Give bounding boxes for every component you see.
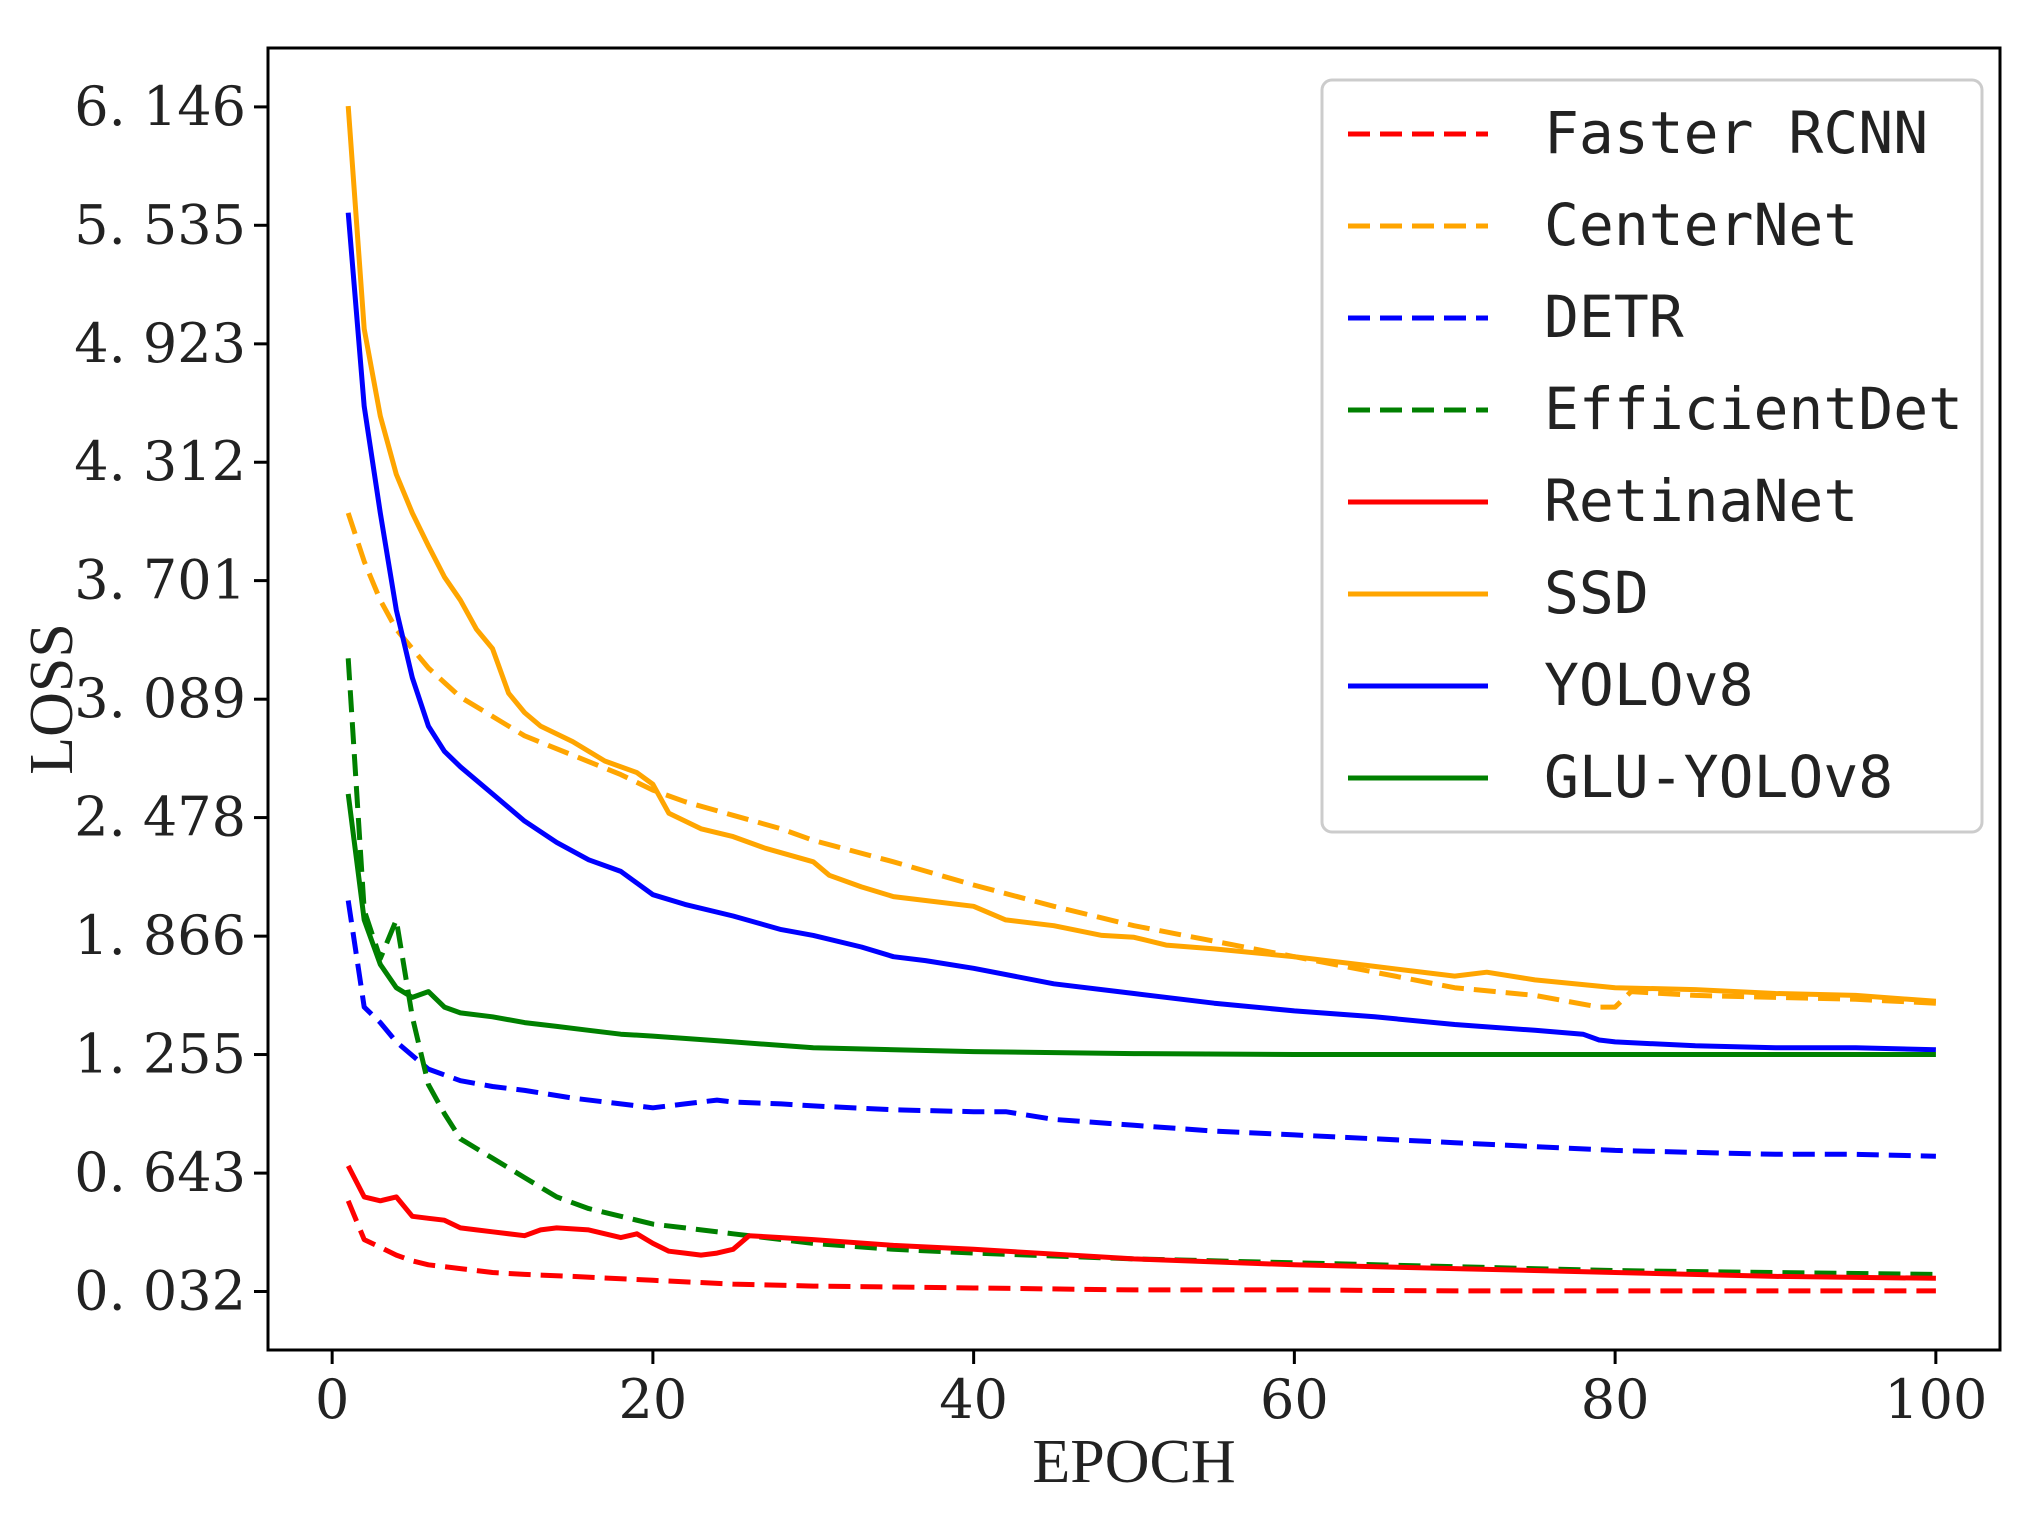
legend-label-efficientdet: EfficientDet — [1544, 375, 1963, 443]
y-axis-title: LOSS — [18, 623, 86, 775]
x-tick-label: 0 — [315, 1368, 349, 1431]
series-line-ssd — [345, 105, 1937, 1004]
legend-label-yolov8: YOLOv8 — [1544, 651, 1754, 719]
legend-label-glu-yolov8: GLU-YOLOv8 — [1544, 743, 1893, 811]
legend-label-retinanet: RetinaNet — [1544, 467, 1858, 535]
y-tick-label: 3. 701 — [74, 549, 246, 612]
series-line-retinanet — [345, 1164, 1936, 1281]
x-tick-label: 100 — [1884, 1368, 1987, 1431]
y-tick-label: 4. 923 — [74, 312, 246, 375]
x-tick-label: 40 — [939, 1368, 1008, 1431]
y-tick-label: 0. 032 — [74, 1259, 246, 1322]
legend-box — [1320, 78, 1984, 834]
x-axis-title: EPOCH — [1032, 1428, 1235, 1496]
y-tick-label: 1. 866 — [74, 904, 246, 967]
y-tick-label: 6. 146 — [74, 75, 246, 138]
series-line-detr — [345, 900, 1936, 1159]
legend-label-detr: DETR — [1544, 283, 1684, 351]
x-tick-label: 60 — [1260, 1368, 1329, 1431]
series-line-yolov8 — [345, 212, 1936, 1053]
y-tick-label: 5. 535 — [74, 193, 246, 256]
y-tick-label: 2. 478 — [74, 786, 246, 849]
y-tick-label: 0. 643 — [74, 1141, 246, 1204]
legend-label-faster-rcnn: Faster RCNN — [1544, 99, 1928, 167]
x-tick-label: 20 — [619, 1368, 688, 1431]
series-layer — [345, 105, 1937, 1294]
legend: Faster RCNN CenterNet DETR EfficientDet Reti… — [1320, 78, 1984, 834]
series-line-faster-rcnn — [345, 1199, 1936, 1294]
axes-layer: 0 20 40 60 80 100 0. 032 0. 643 1. 255 1. 866 2. 4… — [74, 46, 2002, 1431]
y-tick-label: 3. 089 — [74, 667, 246, 730]
x-tick-label: 80 — [1581, 1368, 1650, 1431]
series-line-centernet — [345, 512, 1937, 1010]
legend-label-ssd: SSD — [1544, 559, 1649, 627]
legend-label-centernet: CenterNet — [1544, 191, 1858, 259]
y-tick-label: 4. 312 — [74, 430, 246, 493]
series-line-efficientdet — [345, 658, 1936, 1277]
series-line-glu-yolov8 — [345, 793, 1936, 1057]
y-tick-label: 1. 255 — [74, 1023, 246, 1086]
